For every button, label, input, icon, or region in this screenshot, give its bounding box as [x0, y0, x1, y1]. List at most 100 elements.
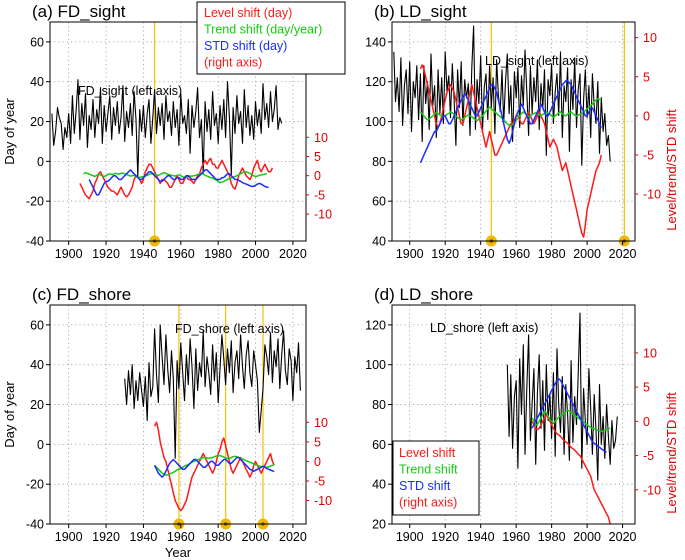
- trend-shift-line: [531, 409, 611, 433]
- y-tick-label: -40: [26, 518, 44, 532]
- panel-title: (c) FD_shore: [32, 285, 131, 304]
- panel-title: (a) FD_sight: [32, 2, 126, 21]
- legend-item-axis: (right axis): [204, 56, 262, 70]
- y-tick-label: 40: [372, 478, 386, 492]
- y-tick-label: 40: [30, 358, 44, 372]
- x-tick-label: 1980: [204, 247, 232, 261]
- x-tick-label: 1900: [396, 247, 424, 261]
- observed-series-line: [506, 312, 618, 481]
- y-tick-label: 20: [372, 518, 386, 532]
- x-tick-label: 1960: [167, 247, 195, 261]
- y2-tick-label: -10: [643, 188, 661, 202]
- x-tick-label: 1940: [130, 530, 158, 544]
- y2-tick-label: -10: [314, 208, 332, 222]
- legend-item-trend: Trend shift: [399, 463, 458, 477]
- y-axis-label: Day of year: [2, 98, 17, 165]
- y-tick-label: 0: [37, 155, 44, 169]
- plot-frame: [49, 304, 307, 525]
- y2-tick-label: 0: [643, 109, 650, 123]
- std-shift-line: [531, 378, 607, 453]
- y2-axis-label: Level/trend/STD shift: [664, 109, 679, 231]
- y-tick-label: 120: [365, 75, 386, 89]
- std-shift-line: [419, 79, 602, 164]
- x-tick-label: 2000: [573, 247, 601, 261]
- y-tick-label: 60: [372, 438, 386, 452]
- x-tick-label: 2020: [279, 247, 307, 261]
- x-tick-label: 2000: [573, 530, 601, 544]
- series-label: FD_sight (left axis): [78, 84, 182, 98]
- x-tick-label: 1900: [55, 247, 83, 261]
- x-tick-label: 1900: [396, 530, 424, 544]
- legend-top: Level shift (day) Trend shift (day/year) S…: [196, 1, 346, 75]
- y2-tick-label: 0: [314, 455, 321, 469]
- y-tick-label: -40: [26, 235, 44, 249]
- trend-shift-line: [154, 454, 275, 476]
- x-tick-label: 1920: [431, 530, 459, 544]
- panel-d: 1900 1920 1940 1960 1980 2000 2020204060801001…: [365, 285, 679, 544]
- x-tick-label: 1920: [431, 247, 459, 261]
- panel-b: 1900 1920 1940 1960 1980 2000 2020406080100120…: [365, 2, 679, 261]
- legend-item-axis: (right axis): [399, 496, 457, 510]
- y-tick-label: 60: [30, 35, 44, 49]
- legend-item-trend: Trend shift (day/year): [204, 23, 322, 37]
- x-tick-label: 1900: [55, 530, 83, 544]
- y2-tick-label: 5: [314, 435, 321, 449]
- series-label: LD_shore (left axis): [430, 321, 538, 335]
- observed-series-line: [51, 79, 283, 178]
- y2-tick-label: 0: [314, 169, 321, 183]
- panel-c: 1900 1920 1940 1960 1980 2000 2020 -40 -20 0 20 40 6…: [2, 285, 332, 560]
- series-label: LD_sight (left axis): [485, 54, 589, 68]
- legend-box: [196, 1, 346, 75]
- y2-tick-label: 5: [314, 150, 321, 164]
- y-tick-label: 20: [30, 398, 44, 412]
- y2-tick-label: -5: [314, 188, 325, 202]
- y2-tick-label: 5: [643, 381, 650, 395]
- y2-tick-label: 5: [643, 70, 650, 84]
- y-tick-label: 140: [365, 35, 386, 49]
- x-tick-label: 2000: [242, 530, 270, 544]
- x-axis-label: Year: [165, 545, 192, 560]
- y-tick-label: 80: [372, 155, 386, 169]
- x-tick-label: 1980: [538, 530, 566, 544]
- legend-bottom: Level shift Trend shift STD shift (right ax…: [392, 440, 480, 516]
- x-tick-label: 1960: [502, 530, 530, 544]
- y2-tick-label: -10: [314, 494, 332, 508]
- plot-frame: [391, 304, 636, 525]
- y-tick-label: 40: [30, 75, 44, 89]
- y2-tick-label: -10: [643, 483, 661, 497]
- legend-box: [392, 440, 480, 516]
- y-axis-label: Day of year: [2, 381, 17, 448]
- y-tick-label: 20: [30, 115, 44, 129]
- x-tick-label: 2020: [609, 530, 637, 544]
- x-tick-label: 1920: [92, 247, 120, 261]
- level-shift-line: [419, 64, 603, 238]
- legend-item-level: Level shift: [399, 446, 456, 460]
- legend-item-std: STD shift (day): [204, 39, 287, 53]
- y-tick-label: 40: [372, 235, 386, 249]
- x-tick-label: 1940: [467, 530, 495, 544]
- x-tick-label: 2020: [279, 530, 307, 544]
- x-tick-label: 1960: [167, 530, 195, 544]
- plot-frame: [391, 21, 636, 242]
- y-tick-label: 100: [365, 358, 386, 372]
- std-shift-line: [153, 456, 275, 478]
- x-tick-label: 1920: [92, 530, 120, 544]
- y2-tick-label: 10: [643, 31, 657, 45]
- y-tick-label: -20: [26, 195, 44, 209]
- x-tick-label: 2020: [609, 247, 637, 261]
- y-tick-label: 0: [37, 438, 44, 452]
- observed-series-line: [393, 25, 611, 166]
- x-tick-label: 1980: [204, 530, 232, 544]
- x-tick-label: 1980: [538, 247, 566, 261]
- x-tick-label: 1940: [467, 247, 495, 261]
- legend-item-std: STD shift: [399, 479, 451, 493]
- y2-tick-label: 0: [643, 415, 650, 429]
- y2-tick-label: 10: [643, 346, 657, 360]
- level-shift-line: [531, 413, 611, 525]
- legend-item-level: Level shift (day): [204, 6, 292, 20]
- y2-axis-label: Level/trend/STD shift: [664, 392, 679, 514]
- y2-tick-label: -5: [643, 449, 654, 463]
- x-tick-label: 1940: [130, 247, 158, 261]
- y2-tick-label: 10: [314, 131, 328, 145]
